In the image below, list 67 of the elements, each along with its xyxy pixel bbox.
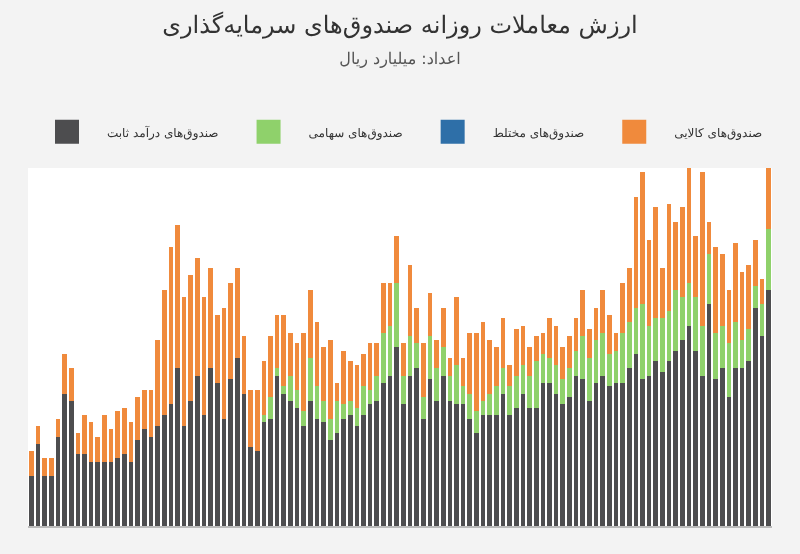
bar <box>719 368 725 526</box>
bar <box>454 404 459 526</box>
bar <box>753 307 758 526</box>
bar <box>301 411 306 426</box>
bar <box>234 357 240 526</box>
bar <box>420 343 426 398</box>
bar <box>102 461 107 526</box>
bar <box>341 418 346 526</box>
bar <box>533 361 539 408</box>
bar <box>208 368 213 526</box>
bar <box>653 207 659 319</box>
bar <box>95 461 101 526</box>
bar <box>547 318 552 358</box>
bar <box>414 343 419 369</box>
chart-title: ارزش معاملات روزانه صندوق‌های سرمایه‌گذاری <box>162 11 638 40</box>
bar <box>766 228 771 290</box>
bar <box>175 368 180 526</box>
bar <box>547 382 552 526</box>
bar <box>274 368 280 376</box>
bar <box>347 415 353 526</box>
bar <box>487 393 492 416</box>
bar <box>381 382 386 526</box>
bar <box>640 304 645 380</box>
bar <box>82 415 87 455</box>
bar <box>122 407 127 455</box>
bar <box>195 375 200 526</box>
bar <box>454 364 459 405</box>
bar <box>746 329 752 362</box>
bar <box>115 457 120 526</box>
bar <box>122 454 127 526</box>
bar <box>414 368 419 526</box>
bar <box>487 415 492 526</box>
bar <box>733 368 738 526</box>
bar <box>381 282 386 333</box>
bar <box>68 400 74 526</box>
bar <box>766 289 771 526</box>
bar <box>141 429 147 526</box>
bar <box>420 397 426 419</box>
bar <box>82 454 87 526</box>
bar <box>394 347 399 526</box>
bar <box>48 457 54 476</box>
bar <box>268 397 273 419</box>
bar <box>341 350 346 405</box>
bar <box>288 375 293 401</box>
bar <box>660 318 665 373</box>
bar <box>394 236 399 283</box>
bar <box>42 457 47 476</box>
bar <box>29 450 34 476</box>
bar <box>321 422 326 526</box>
bar <box>713 332 718 380</box>
bar <box>102 415 107 462</box>
bar <box>653 361 659 526</box>
bar <box>580 379 585 526</box>
bar <box>401 343 406 376</box>
bar <box>288 400 293 526</box>
bar <box>766 168 771 229</box>
bar <box>62 393 67 526</box>
bar <box>327 339 333 419</box>
chart-subtitle: اعداد: میلیارد ریال <box>339 50 461 69</box>
bar <box>401 375 406 405</box>
bar <box>600 375 605 526</box>
bar <box>699 171 705 326</box>
bar <box>115 411 120 458</box>
bar <box>440 375 446 526</box>
bar <box>281 314 287 387</box>
bar <box>308 400 313 526</box>
bar <box>62 354 67 394</box>
